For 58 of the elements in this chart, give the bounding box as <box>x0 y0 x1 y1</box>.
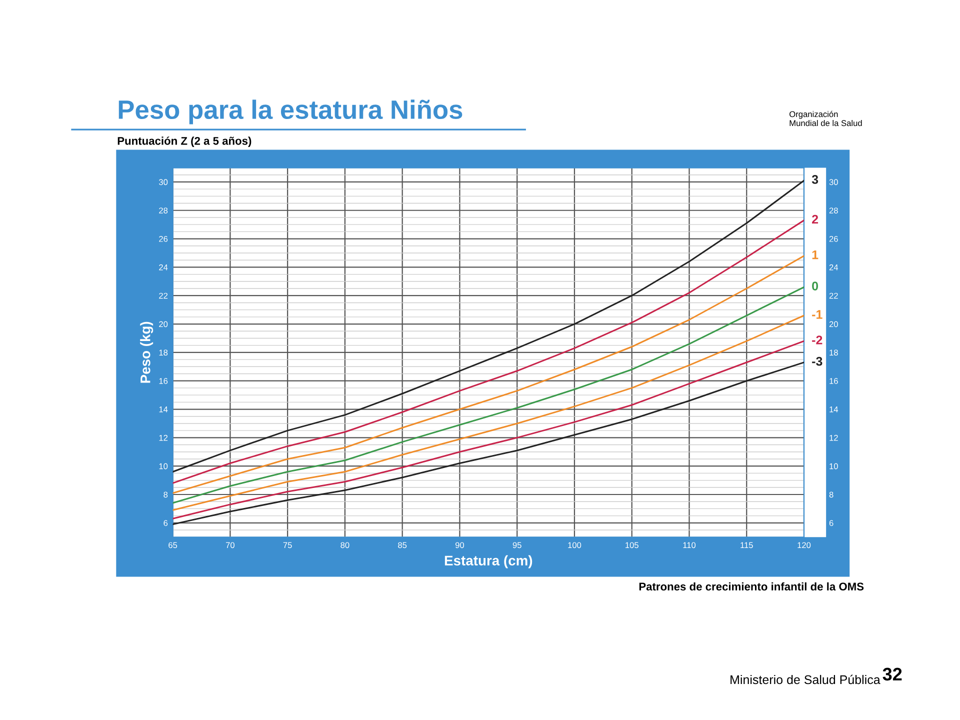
series-label: -3 <box>812 356 822 366</box>
text: Organización Mundial de la Salud <box>790 110 862 126</box>
text: Ministerio de Salud Pública <box>730 674 880 684</box>
y-tick-label: 24 <box>159 264 168 270</box>
x-tick-label: 95 <box>512 542 522 548</box>
series-label: 1 <box>812 250 818 260</box>
y-tick-label: 30 <box>158 179 168 186</box>
y2-tick-label: 16 <box>830 378 838 384</box>
x-tick-label: 70 <box>226 542 234 548</box>
y2-tick-label: 12 <box>830 434 838 441</box>
x-axis-title: Estatura (cm) <box>444 555 532 568</box>
x-tick-label: 120 <box>798 542 811 548</box>
x-tick-label: 80 <box>340 542 350 548</box>
line-series <box>172 180 804 473</box>
y2-tick-label: 6 <box>829 520 834 526</box>
line-series <box>172 314 804 511</box>
y2-tick-label: 10 <box>830 463 838 470</box>
y2-tick-label: 8 <box>829 492 834 498</box>
y-tick-label: 10 <box>159 463 168 470</box>
y-tick-label: 14 <box>159 406 168 412</box>
x-tick-label: 100 <box>568 542 582 548</box>
chart-title: Peso para la estatura Niños <box>118 100 462 124</box>
x-tick-label: 65 <box>168 542 178 548</box>
series-label: 3 <box>812 175 818 184</box>
x-tick-label: 110 <box>683 542 696 548</box>
x-tick-label: 90 <box>455 542 464 548</box>
chart-subtitle: Puntuación Z (2 a 5 años) <box>118 136 252 148</box>
y-tick-label: 8 <box>164 492 168 498</box>
x-tick-label: 105 <box>626 542 638 548</box>
y2-tick-label: 20 <box>829 321 838 328</box>
series-label: 0 <box>812 282 818 290</box>
y2-tick-label: 30 <box>829 179 838 186</box>
y2-tick-label: 18 <box>830 350 838 356</box>
text: 32 <box>882 668 902 681</box>
series-label: -1 <box>812 310 822 319</box>
line-series <box>172 255 804 494</box>
y-tick-label: 22 <box>159 292 168 299</box>
line-series <box>172 286 804 504</box>
y2-tick-label: 28 <box>829 208 838 214</box>
y-tick-label: 16 <box>159 378 168 384</box>
series-label: 2 <box>812 214 818 224</box>
y2-tick-label: 14 <box>830 406 838 412</box>
line-series <box>172 220 804 484</box>
y-tick-label: 26 <box>159 236 168 242</box>
y-tick-label: 20 <box>159 321 168 328</box>
y-tick-label: 6 <box>164 520 168 526</box>
y2-tick-label: 22 <box>829 292 838 299</box>
y2-tick-label: 26 <box>829 236 838 242</box>
series-label: -2 <box>812 336 822 344</box>
x-tick-label: 75 <box>283 542 292 548</box>
y-tick-label: 18 <box>159 350 168 356</box>
x-tick-label: 85 <box>398 542 407 548</box>
y-tick-label: 12 <box>159 434 168 441</box>
y-tick-label: 28 <box>159 208 168 214</box>
y2-tick-label: 24 <box>829 264 838 270</box>
y-axis-title: Peso (kg) <box>140 322 154 383</box>
x-tick-label: 115 <box>740 542 753 548</box>
text: Patrones de crecimiento infantil de la OMS <box>639 582 864 591</box>
